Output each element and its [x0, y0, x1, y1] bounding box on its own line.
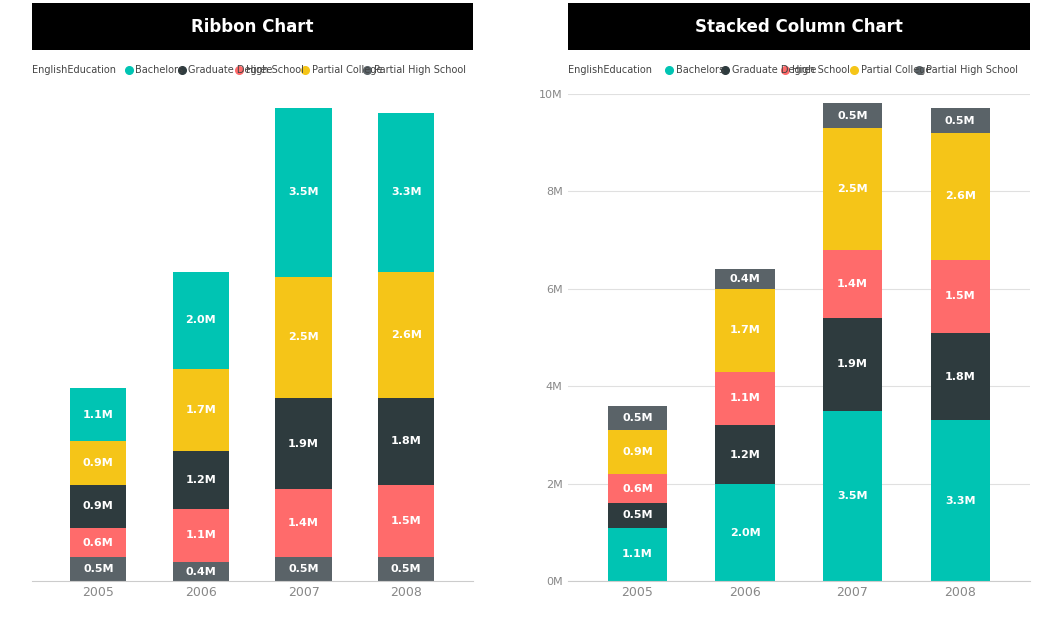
- Text: Partial College: Partial College: [861, 65, 931, 75]
- Text: 1.1M: 1.1M: [729, 394, 760, 404]
- Text: 3.5M: 3.5M: [838, 491, 868, 501]
- Text: 1.8M: 1.8M: [945, 371, 975, 381]
- Text: 3.3M: 3.3M: [945, 496, 975, 506]
- Text: 1.9M: 1.9M: [837, 359, 868, 369]
- Bar: [930, 259, 990, 332]
- Bar: [716, 484, 775, 581]
- Bar: [275, 277, 332, 398]
- Text: 0.5M: 0.5M: [945, 116, 975, 126]
- Text: 1.4M: 1.4M: [288, 518, 320, 528]
- Bar: [275, 557, 332, 581]
- Text: EnglishEducation: EnglishEducation: [568, 65, 652, 75]
- Bar: [823, 318, 882, 411]
- Text: 1.9M: 1.9M: [288, 439, 320, 449]
- Text: 1.2M: 1.2M: [186, 475, 217, 485]
- Bar: [275, 398, 332, 489]
- Bar: [275, 489, 332, 557]
- Text: 0.5M: 0.5M: [288, 564, 318, 574]
- Text: Bachelors: Bachelors: [676, 65, 724, 75]
- Text: 2.5M: 2.5M: [838, 184, 868, 194]
- Text: 1.8M: 1.8M: [391, 436, 421, 446]
- Bar: [930, 108, 990, 132]
- Text: Partial High School: Partial High School: [373, 65, 466, 75]
- Bar: [607, 528, 667, 581]
- Text: 0.9M: 0.9M: [83, 458, 114, 468]
- Bar: [275, 108, 332, 277]
- Bar: [378, 112, 434, 272]
- Text: 0.4M: 0.4M: [729, 274, 760, 284]
- Bar: [70, 528, 126, 557]
- Text: 2.5M: 2.5M: [288, 332, 318, 342]
- Text: Stacked Column Chart: Stacked Column Chart: [695, 18, 903, 36]
- Text: 1.7M: 1.7M: [186, 405, 217, 415]
- Bar: [716, 372, 775, 425]
- Bar: [607, 503, 667, 528]
- Text: 1.2M: 1.2M: [729, 449, 760, 459]
- Text: 3.3M: 3.3M: [391, 188, 421, 198]
- Text: 0.9M: 0.9M: [622, 447, 653, 457]
- Text: 1.1M: 1.1M: [83, 409, 114, 419]
- Text: 1.4M: 1.4M: [837, 279, 868, 289]
- Bar: [823, 250, 882, 318]
- Bar: [716, 269, 775, 289]
- Text: 2.0M: 2.0M: [186, 316, 217, 326]
- Bar: [930, 332, 990, 421]
- Bar: [172, 272, 229, 369]
- Bar: [378, 398, 434, 484]
- Bar: [172, 369, 229, 451]
- Text: 1.1M: 1.1M: [622, 549, 653, 559]
- Bar: [607, 406, 667, 430]
- Text: Partial College: Partial College: [312, 65, 383, 75]
- Text: Graduate Degree: Graduate Degree: [731, 65, 816, 75]
- Text: Ribbon Chart: Ribbon Chart: [191, 18, 313, 36]
- Bar: [930, 132, 990, 259]
- Text: 1.5M: 1.5M: [945, 291, 975, 301]
- Bar: [716, 425, 775, 484]
- Text: High School: High School: [791, 65, 849, 75]
- Text: 0.5M: 0.5M: [83, 564, 114, 574]
- Bar: [172, 562, 229, 581]
- Text: 0.6M: 0.6M: [83, 538, 114, 548]
- Text: 0.9M: 0.9M: [83, 501, 114, 511]
- Text: 1.5M: 1.5M: [391, 516, 421, 526]
- Bar: [607, 474, 667, 503]
- Bar: [823, 411, 882, 581]
- Text: 0.6M: 0.6M: [622, 484, 653, 494]
- Text: 1.7M: 1.7M: [729, 325, 760, 335]
- Bar: [378, 484, 434, 557]
- Text: 0.4M: 0.4M: [186, 567, 217, 577]
- Text: 0.5M: 0.5M: [838, 111, 868, 121]
- Bar: [70, 557, 126, 581]
- Text: 2.6M: 2.6M: [391, 330, 421, 340]
- Bar: [70, 388, 126, 441]
- Text: EnglishEducation: EnglishEducation: [32, 65, 116, 75]
- Bar: [70, 441, 126, 484]
- Text: Graduate Degree: Graduate Degree: [188, 65, 272, 75]
- Bar: [378, 272, 434, 398]
- Text: 0.5M: 0.5M: [391, 564, 421, 574]
- Text: 3.5M: 3.5M: [288, 188, 318, 198]
- Text: 1.1M: 1.1M: [186, 531, 217, 541]
- Bar: [607, 430, 667, 474]
- Bar: [823, 128, 882, 250]
- Bar: [716, 289, 775, 372]
- Bar: [172, 451, 229, 509]
- Bar: [172, 509, 229, 562]
- Text: 0.5M: 0.5M: [622, 413, 653, 423]
- Bar: [930, 421, 990, 581]
- Bar: [823, 104, 882, 128]
- Text: Partial High School: Partial High School: [926, 65, 1018, 75]
- Text: 2.6M: 2.6M: [945, 191, 975, 201]
- Text: 0.5M: 0.5M: [622, 511, 653, 521]
- Text: High School: High School: [246, 65, 304, 75]
- Text: Bachelors: Bachelors: [136, 65, 183, 75]
- Text: 2.0M: 2.0M: [729, 528, 760, 538]
- Bar: [70, 484, 126, 528]
- Bar: [378, 557, 434, 581]
